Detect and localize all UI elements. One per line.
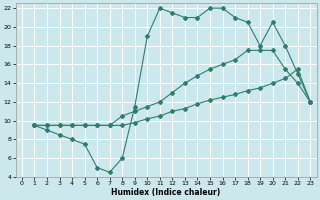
X-axis label: Humidex (Indice chaleur): Humidex (Indice chaleur) [111,188,221,197]
